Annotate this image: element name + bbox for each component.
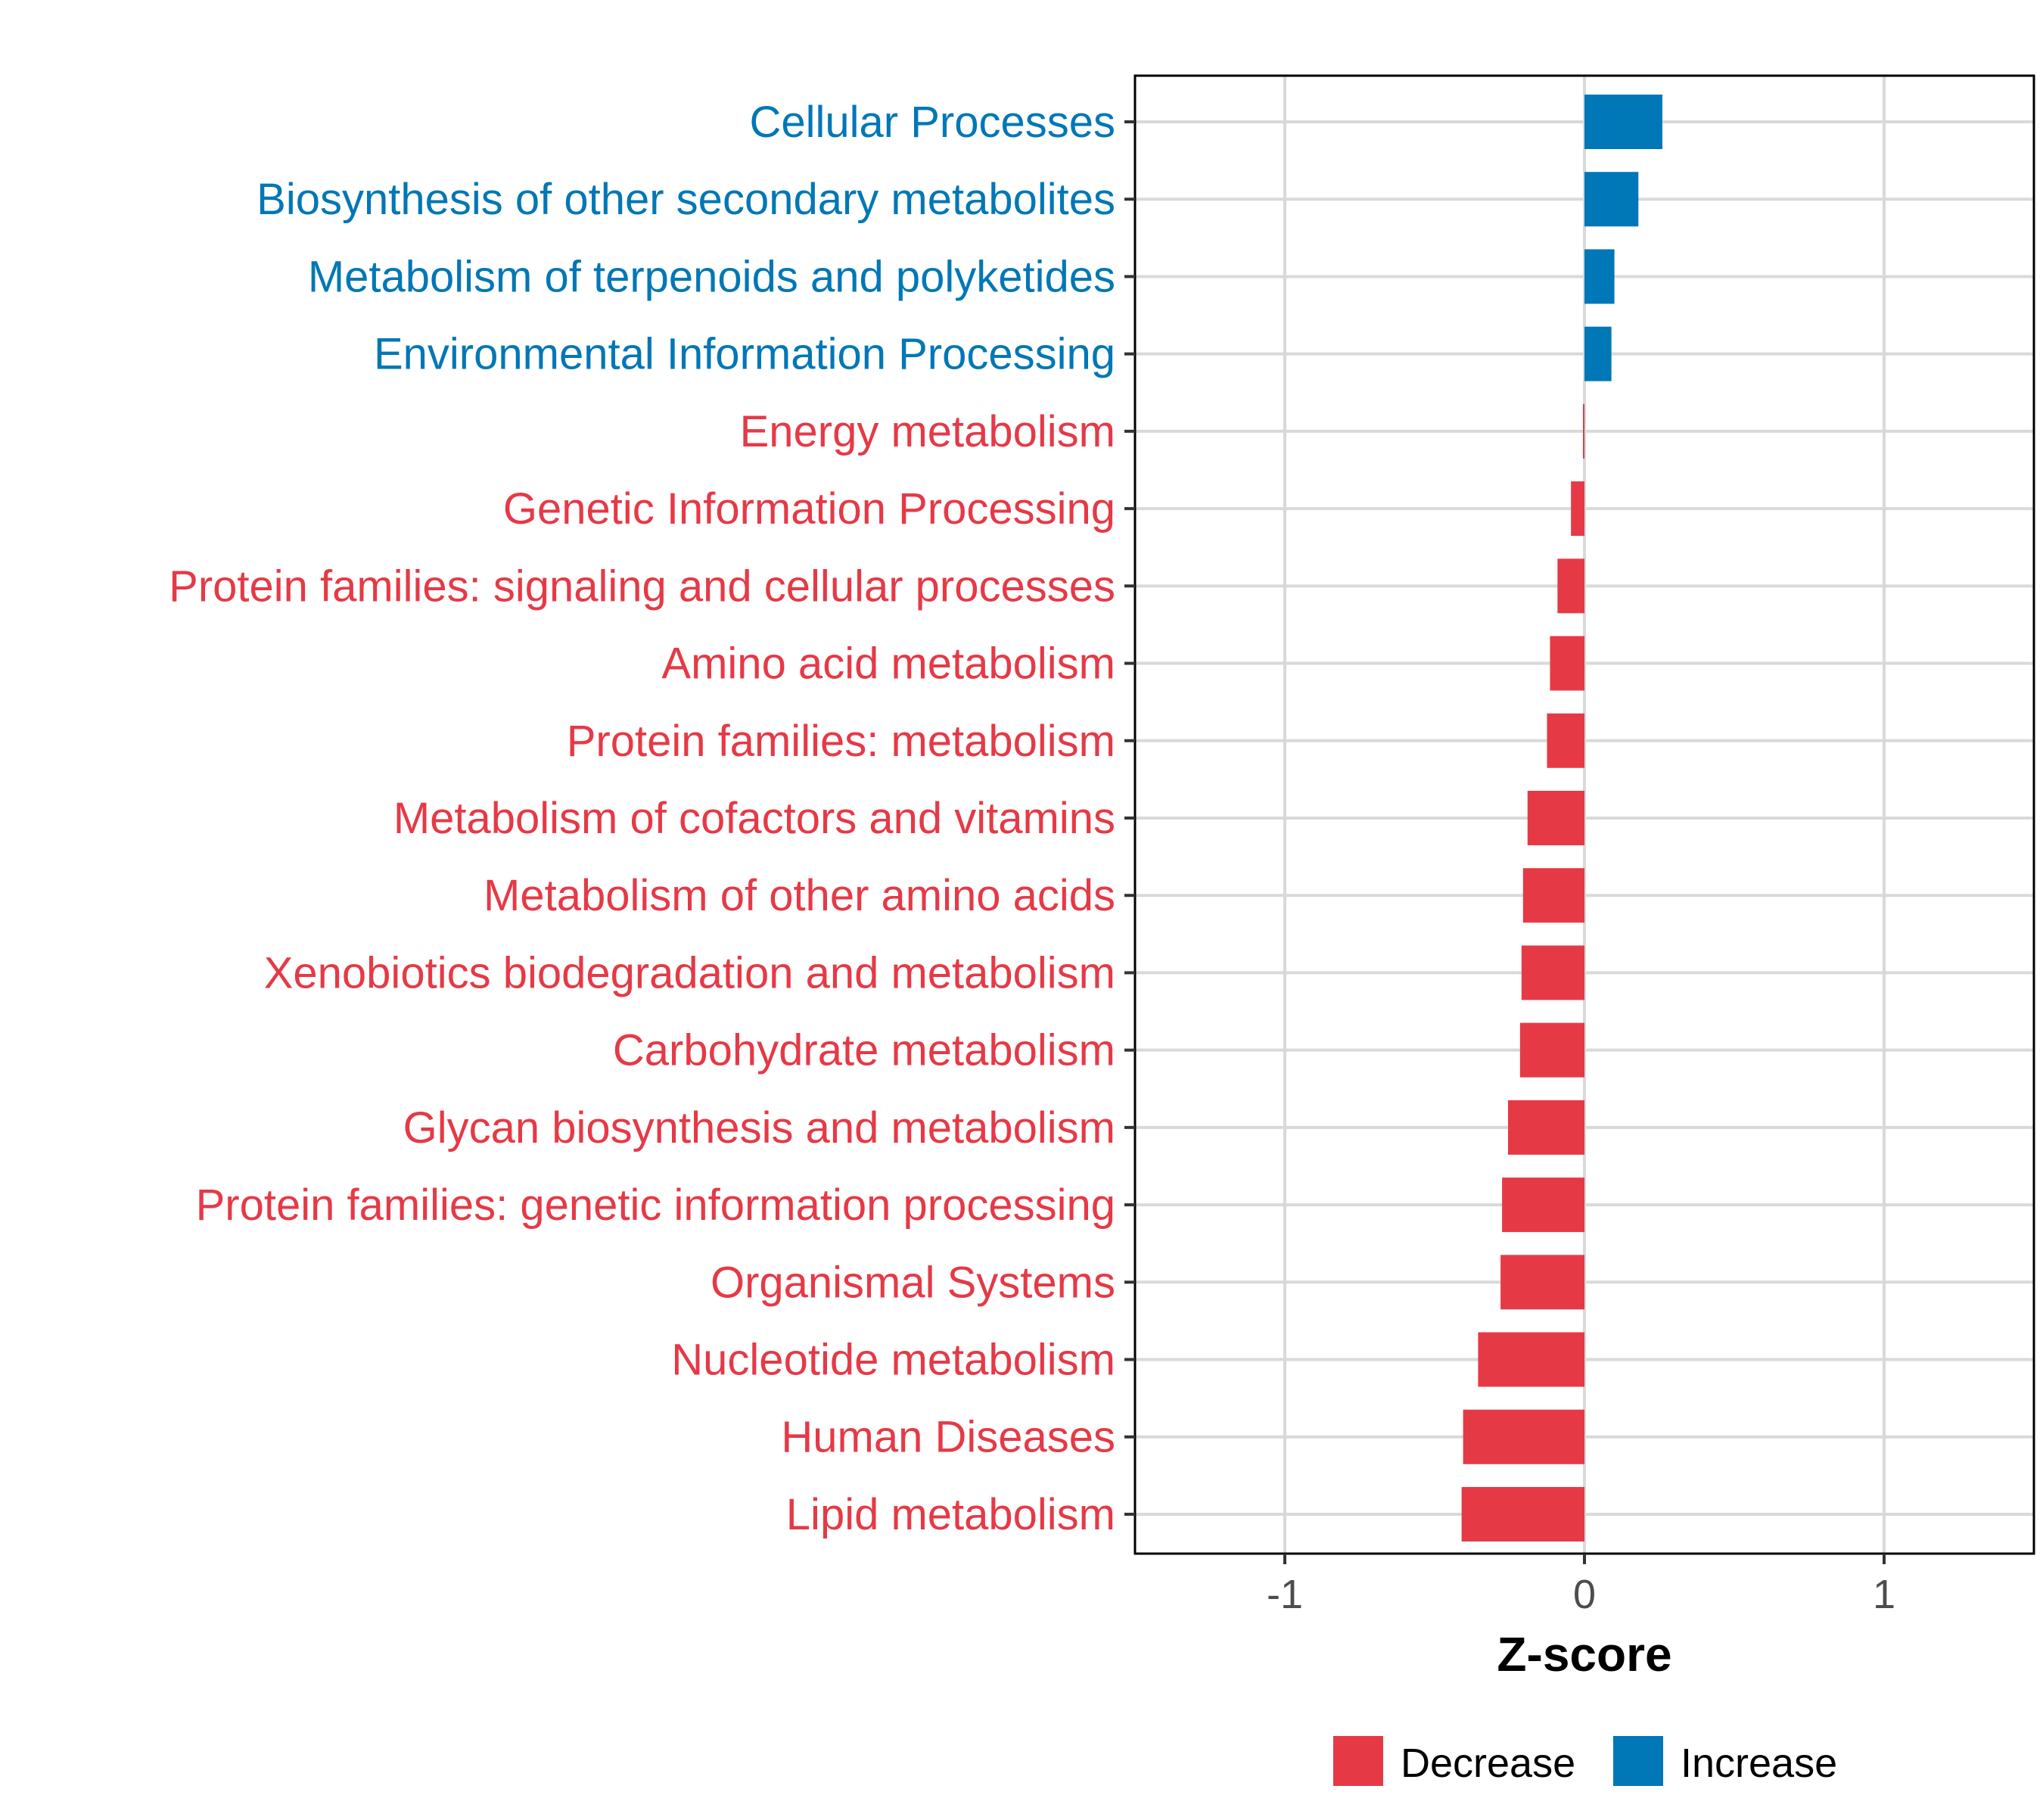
category-label: Xenobiotics biodegradation and metabolis…: [264, 948, 1115, 997]
category-label: Glycan biosynthesis and metabolism: [403, 1103, 1115, 1153]
x-tick-label: -1: [1267, 1572, 1303, 1617]
bar-decrease: [1463, 1409, 1584, 1464]
category-label: Protein families: signaling and cellular…: [169, 562, 1115, 611]
bar-layer: [1461, 95, 1662, 1542]
bar-decrease: [1527, 790, 1584, 845]
category-label: Protein families: metabolism: [567, 717, 1115, 766]
category-label: Genetic Information Processing: [503, 484, 1115, 534]
bar-decrease: [1522, 868, 1584, 923]
bar-increase: [1584, 249, 1615, 304]
bar-decrease: [1571, 481, 1584, 537]
bar-decrease: [1547, 713, 1584, 768]
bar-decrease: [1519, 1022, 1584, 1078]
bar-increase: [1584, 95, 1662, 149]
bar-increase: [1584, 326, 1612, 381]
category-label: Nucleotide metabolism: [671, 1336, 1115, 1385]
category-label: Energy metabolism: [740, 407, 1115, 456]
x-axis-title: Z-score: [1497, 1627, 1671, 1682]
bar-decrease: [1478, 1332, 1584, 1387]
x-axis-ticks: -1 0 1: [1267, 1554, 1895, 1617]
bar-decrease: [1583, 403, 1585, 459]
bar-increase: [1584, 172, 1639, 227]
bar-decrease: [1500, 1255, 1584, 1310]
category-label: Cellular Processes: [749, 98, 1115, 147]
bar-decrease: [1550, 636, 1584, 691]
y-axis-ticks: Cellular Processes Biosynthesis of other …: [169, 98, 1135, 1539]
legend-label-decrease: Decrease: [1401, 1741, 1575, 1786]
bar-decrease: [1557, 558, 1584, 614]
category-label: Environmental Information Processing: [374, 330, 1115, 379]
legend-label-increase: Increase: [1681, 1741, 1837, 1786]
legend-swatch-decrease: [1333, 1736, 1383, 1786]
category-label: Human Diseases: [781, 1413, 1115, 1462]
x-tick-label: 0: [1573, 1572, 1596, 1617]
legend: Decrease Increase: [1333, 1736, 1837, 1786]
category-label: Carbohydrate metabolism: [613, 1026, 1115, 1075]
category-label: Amino acid metabolism: [661, 639, 1115, 689]
legend-swatch-increase: [1613, 1736, 1663, 1786]
bar-decrease: [1502, 1178, 1584, 1233]
x-tick-label: 1: [1873, 1572, 1895, 1617]
category-label: Protein families: genetic information pr…: [196, 1181, 1115, 1230]
category-label: Lipid metabolism: [786, 1490, 1115, 1539]
bar-decrease: [1521, 945, 1584, 1000]
category-label: Metabolism of cofactors and vitamins: [393, 794, 1115, 843]
category-label: Metabolism of terpenoids and polyketides: [308, 252, 1115, 301]
category-label: Metabolism of other amino acids: [484, 871, 1115, 920]
category-label: Organismal Systems: [711, 1258, 1115, 1307]
category-label: Biosynthesis of other secondary metaboli…: [257, 175, 1115, 224]
bar-decrease: [1461, 1486, 1584, 1542]
bar-decrease: [1508, 1100, 1584, 1155]
